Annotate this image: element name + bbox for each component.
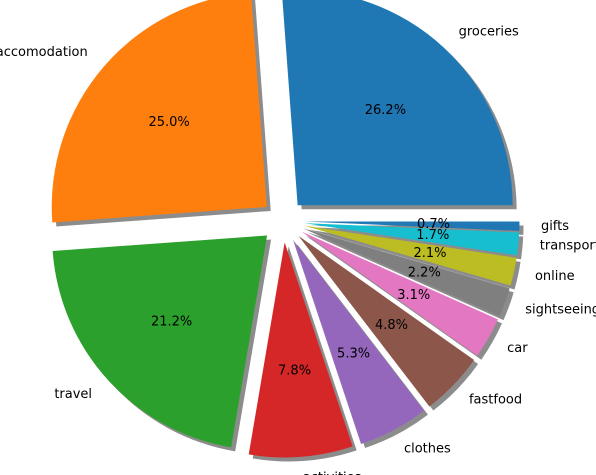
pct-label-travel: 21.2% (151, 315, 192, 330)
slice-fastfood (298, 235, 475, 407)
slice-activities (248, 242, 353, 458)
pct-label-car: 3.1% (397, 288, 430, 303)
slice-car (301, 231, 498, 356)
category-label-online: online (535, 269, 575, 284)
pct-label-accomodation: 25.0% (148, 115, 189, 130)
category-label-gifts: gifts (541, 219, 569, 234)
slice-groceries (282, 0, 513, 206)
pct-label-groceries: 26.2% (365, 103, 406, 118)
slice-sightseeing (303, 228, 510, 317)
category-label-car: car (507, 341, 528, 356)
slice-gifts (304, 221, 520, 231)
category-label-transport: transport (540, 239, 596, 254)
pct-label-activities: 7.8% (278, 364, 311, 379)
pct-label-transport: 1.7% (416, 228, 449, 243)
slice-online (304, 225, 517, 286)
category-label-fastfood: fastfood (469, 392, 522, 407)
slice-accomodation (51, 0, 267, 223)
pct-label-online: 2.1% (413, 246, 446, 261)
category-label-sightseeing: sightseeing (525, 302, 596, 317)
category-label-groceries: groceries (459, 24, 519, 39)
percentage-labels: 26.2% 25.0% 21.2% 7.8% 5.3% 4.8% 3.1% 2.2% 2.1% 1… (148, 103, 450, 378)
slice-travel (52, 235, 268, 448)
pct-label-gifts: 0.7% (417, 217, 450, 232)
pie-slices (51, 0, 520, 458)
category-label-clothes: clothes (404, 441, 451, 456)
slice-transport (304, 223, 520, 256)
slice-clothes (293, 239, 424, 444)
pct-label-fastfood: 4.8% (375, 318, 408, 333)
category-label-accomodation: accomodation (0, 45, 88, 60)
pct-label-sightseeing: 2.2% (408, 265, 441, 280)
category-labels: groceries accomodation travel activities clo… (0, 24, 596, 475)
category-label-activities: activities (303, 471, 362, 475)
pct-label-clothes: 5.3% (337, 346, 370, 361)
slice-shadow-online (308, 229, 521, 290)
category-label-travel: travel (54, 387, 92, 402)
